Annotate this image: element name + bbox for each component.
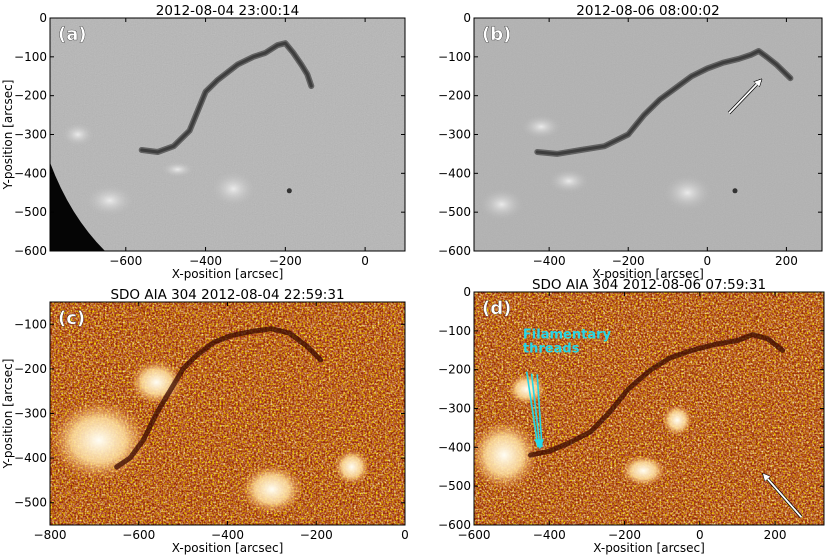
- y-tick-label: −600: [438, 518, 471, 532]
- y-tick-label: 0: [39, 11, 47, 25]
- y-tick-label: −500: [438, 205, 471, 219]
- y-tick-label: −400: [438, 166, 471, 180]
- x-tick-label: −600: [458, 528, 491, 542]
- solar-image-c: [50, 302, 405, 525]
- annotation-arrow: [525, 371, 539, 448]
- y-tick-label: −300: [438, 402, 471, 416]
- y-tick-label: −300: [14, 407, 47, 421]
- y-tick-label: −100: [14, 50, 47, 64]
- x-tick-label: −400: [211, 528, 244, 542]
- x-tick-label: 0: [361, 254, 369, 268]
- panel-title-a: 2012-08-04 23:00:14: [156, 3, 299, 19]
- panel-label-a: (a): [58, 24, 87, 45]
- y-tick-label: −400: [438, 440, 471, 454]
- x-tick-label: −200: [300, 528, 333, 542]
- panel-b: −400 −200 0 200 0 −100 −200 −300 −400 −500 −600 201…: [438, 3, 823, 281]
- x-tick-label: 200: [775, 254, 798, 268]
- y-tick-label: −100: [438, 324, 471, 338]
- y-tick-label: −200: [438, 363, 471, 377]
- x-tick-label: 200: [764, 528, 787, 542]
- annotation-filamentary-threads: Filamentary threads: [523, 328, 612, 357]
- y-tick-label: −500: [438, 479, 471, 493]
- solar-image-a: [50, 18, 405, 251]
- arrow-b: [728, 80, 761, 114]
- annotation-arrow: [530, 373, 541, 448]
- y-axis-label-a: Y-position [arcsec]: [1, 80, 15, 191]
- y-tick-label: 0: [463, 11, 471, 25]
- panel-title-d: SDO AIA 304 2012-08-06 07:59:31: [532, 277, 766, 293]
- y-tick-label: −500: [14, 205, 47, 219]
- panel-a: −600 −400 −200 0 0 −100 −200 −300 −400 −500 −600 20…: [1, 3, 406, 281]
- x-tick-label: 0: [703, 254, 711, 268]
- y-tick-label: −200: [438, 89, 471, 103]
- y-tick-label: −500: [14, 496, 47, 510]
- y-tick-label: −300: [438, 128, 471, 142]
- y-tick-label: −100: [14, 317, 47, 331]
- y-tick-label: −100: [438, 50, 471, 64]
- filament-c: [114, 326, 324, 470]
- x-tick-label: 0: [401, 528, 409, 542]
- x-tick-label: −400: [533, 528, 566, 542]
- y-tick-label: −400: [14, 166, 47, 180]
- y-tick-label: −600: [438, 244, 471, 258]
- annotation-arrow: [536, 374, 543, 448]
- panel-label-b: (b): [482, 24, 511, 45]
- x-axis-label-d: X-position [arcsec]: [593, 541, 705, 555]
- x-tick-label: −400: [189, 254, 222, 268]
- y-tick-label: −600: [14, 244, 47, 258]
- y-tick-label: −200: [14, 362, 47, 376]
- panel-title-b: 2012-08-06 08:00:02: [576, 3, 719, 19]
- y-axis-label-c: Y-position [arcsec]: [1, 359, 15, 470]
- x-tick-label: −400: [533, 254, 566, 268]
- x-tick-label: −200: [269, 254, 302, 268]
- x-tick-label: −800: [34, 528, 67, 542]
- panel-c: −800 −600 −400 −200 0 −100 −200 −300 −400 −500 SDO…: [1, 287, 409, 555]
- x-tick-label: −600: [109, 254, 142, 268]
- x-axis-label-b: X-position [arcsec]: [592, 267, 704, 281]
- x-axis-label-c: X-position [arcsec]: [172, 541, 284, 555]
- filament-d: [528, 332, 786, 458]
- panel-label-c: (c): [58, 308, 85, 329]
- panel-label-d: (d): [482, 298, 511, 319]
- x-tick-label: −600: [122, 528, 155, 542]
- panel-title-c: SDO AIA 304 2012-08-04 22:59:31: [110, 287, 344, 303]
- panel-d: −600 −400 −200 0 200 0 −100 −200 −300 −400 −500 −60…: [438, 277, 825, 555]
- x-tick-label: −200: [608, 528, 641, 542]
- y-tick-label: 0: [463, 285, 471, 299]
- y-tick-label: −400: [14, 451, 47, 465]
- x-tick-label: 0: [696, 528, 704, 542]
- x-axis-label-a: X-position [arcsec]: [172, 267, 284, 281]
- x-tick-label: −200: [612, 254, 645, 268]
- arrow-d: [764, 475, 803, 518]
- solar-image-b: [474, 18, 822, 251]
- y-tick-label: −200: [14, 89, 47, 103]
- y-tick-label: −300: [14, 128, 47, 142]
